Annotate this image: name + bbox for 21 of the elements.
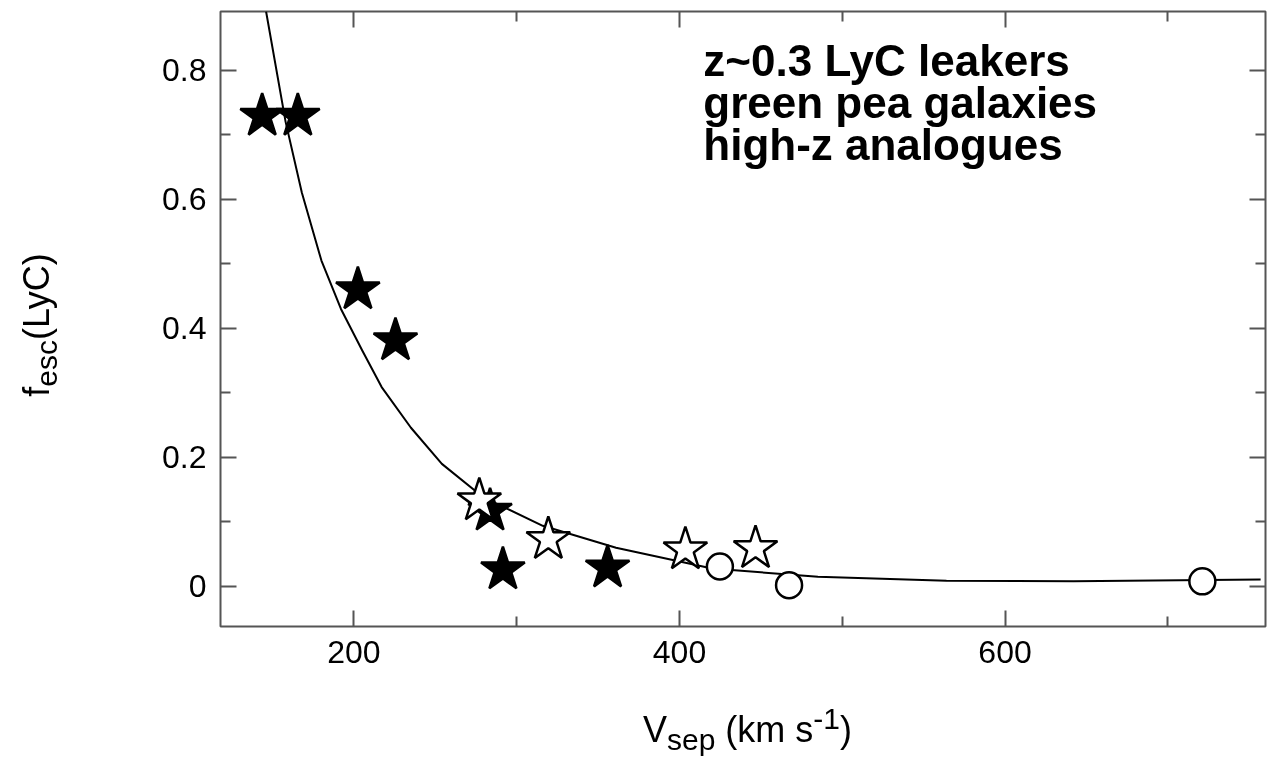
point xyxy=(662,525,709,570)
point xyxy=(1188,567,1217,596)
point xyxy=(525,515,572,560)
y-tick-label: 0.4 xyxy=(162,310,207,347)
y-tick-label: 0.8 xyxy=(162,52,207,89)
point xyxy=(705,552,735,581)
point xyxy=(456,476,503,521)
x-axis-title: V$_{sep}$ (km s$^{-1}$) xyxy=(641,701,854,759)
x-tick-label: 400 xyxy=(652,633,707,670)
x-tick-label: 600 xyxy=(978,633,1032,670)
y-tick-label: 0.6 xyxy=(162,181,207,218)
point xyxy=(274,91,321,136)
point xyxy=(584,543,631,588)
point xyxy=(774,570,804,600)
point xyxy=(479,545,527,590)
point xyxy=(372,316,419,361)
point xyxy=(334,265,381,310)
x-tick-label: 200 xyxy=(327,633,381,670)
y-tick-label: 0.2 xyxy=(162,439,207,476)
point xyxy=(732,524,779,569)
y-tick-label: 0 xyxy=(188,568,207,605)
